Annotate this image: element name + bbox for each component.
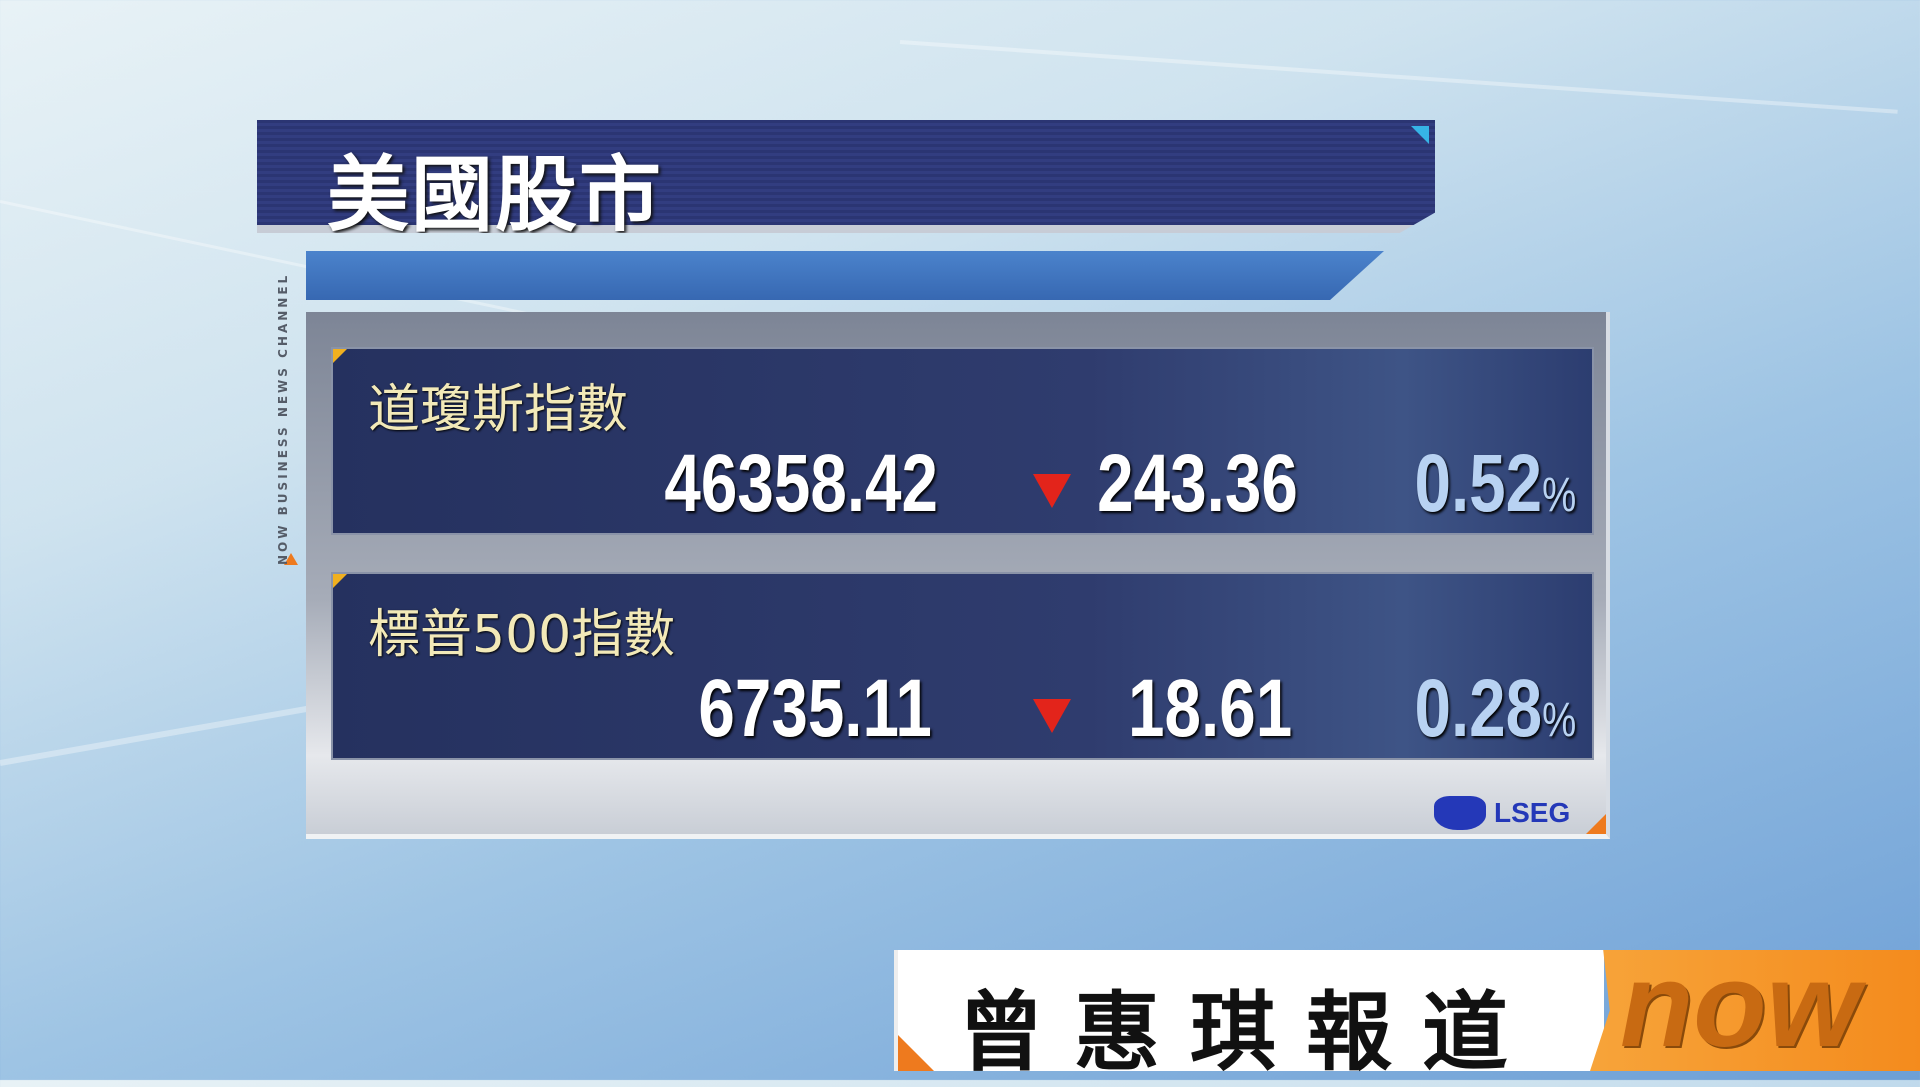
percent-value: 0.28 [1414,663,1542,754]
percent-sign: % [1541,694,1576,747]
index-change: 18.61 [1127,663,1292,754]
title-bar: 美國股市 [257,120,1435,233]
percent-value: 0.52 [1414,438,1542,529]
index-value: 6735.11 [698,663,932,754]
page-title: 美國股市 [327,148,664,243]
lseg-crest-icon [1434,796,1486,830]
corner-accent [333,574,347,588]
corner-accent [333,349,347,363]
index-panel: 道瓊斯指數 46358.42 243.36 0.52% 標普500指數 6735… [306,312,1610,839]
reporter-banner: 曾惠琪報道 [894,950,1604,1083]
down-arrow-icon [1033,474,1071,508]
index-percent: 0.28% [1414,662,1576,756]
down-arrow-icon [1033,699,1071,733]
logo-text: now [1620,938,1860,1072]
index-change: 243.36 [1097,438,1298,529]
background-streak [899,40,1898,114]
index-value: 46358.42 [664,438,938,529]
index-name: 標普500指數 [368,605,676,665]
now-logo: now [1590,950,1920,1071]
index-row-sp500: 標普500指數 6735.11 18.61 0.28% [331,572,1594,760]
source-logo: LSEG [1434,796,1570,830]
index-row-dow: 道瓊斯指數 46358.42 243.36 0.52% [331,347,1594,535]
triangle-icon [284,553,298,565]
sub-bar [306,251,1384,300]
percent-sign: % [1541,469,1576,522]
source-label: LSEG [1494,797,1571,828]
corner-accent [1411,126,1429,144]
index-percent: 0.52% [1414,437,1576,531]
reporter-name: 曾惠琪報道 [958,983,1538,1083]
index-name: 道瓊斯指數 [368,380,629,440]
corner-accent [1586,814,1606,834]
channel-label: NOW BUSINESS NEWS CHANNEL [276,272,290,565]
corner-accent [898,1035,934,1071]
